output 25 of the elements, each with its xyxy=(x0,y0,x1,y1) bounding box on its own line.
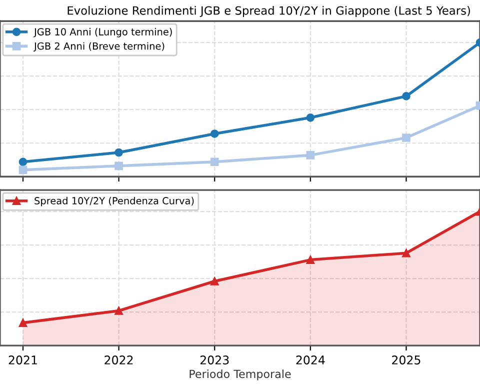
x-tick-label: 2025 xyxy=(392,356,420,364)
point xyxy=(210,277,219,286)
point xyxy=(114,162,123,170)
point xyxy=(18,166,28,174)
x-tick-label: 2022 xyxy=(104,356,133,364)
point xyxy=(306,151,315,160)
point xyxy=(18,158,28,166)
point xyxy=(402,248,410,258)
x-tick-label: 2021 xyxy=(8,356,37,364)
legend-label: JGB 10 Anni (Lungo termine) xyxy=(34,28,172,38)
point xyxy=(306,256,315,264)
point xyxy=(402,92,410,100)
point xyxy=(114,306,123,315)
point xyxy=(402,134,410,142)
legend-label: Spread 10Y/2Y (Pendenza Curva) xyxy=(34,196,194,206)
x-axis-title: Periodo Temporale xyxy=(190,370,291,380)
legend-label: JGB 2 Anni (Breve termine) xyxy=(34,42,164,52)
point xyxy=(18,318,28,327)
x-tick-label: 2024 xyxy=(296,356,325,364)
point xyxy=(114,148,123,157)
chart-title: Evoluzione Rendimenti JGB e Spread 10Y/2Y in Giappone (Last 5 Years) xyxy=(68,6,470,18)
x-tick-label: 2023 xyxy=(200,356,229,364)
point xyxy=(306,113,315,122)
point xyxy=(210,130,219,138)
point xyxy=(210,158,219,166)
